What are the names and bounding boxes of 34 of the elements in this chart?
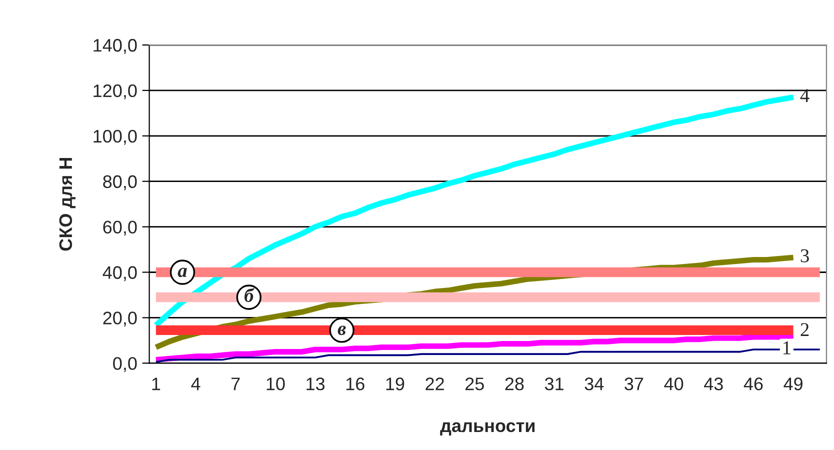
x-tick-label: 22 <box>426 378 444 390</box>
x-tick-label: 49 <box>784 378 802 390</box>
y-tick-label: 140,0 <box>94 38 137 54</box>
x-axis-title: дальности <box>440 422 535 436</box>
x-tick-label: 1 <box>152 378 160 390</box>
x-tick-label: 46 <box>744 378 763 390</box>
series-label: 3 <box>800 249 809 262</box>
x-tick-label: 37 <box>624 378 644 390</box>
series-label: 1 <box>784 341 790 354</box>
x-tick-label: 25 <box>465 378 484 390</box>
series-label: 2 <box>800 323 809 336</box>
x-tick-label: 40 <box>664 378 684 390</box>
x-tick-label: 4 <box>191 378 200 390</box>
x-tick-label: 28 <box>505 378 524 390</box>
x-tick-label: 13 <box>306 378 325 390</box>
y-tick-label: 100,0 <box>94 130 137 145</box>
y-tick-label: 0,0 <box>113 357 137 372</box>
series-label: а <box>178 268 187 278</box>
x-tick-label: 43 <box>704 378 723 390</box>
series-label: б <box>244 288 254 302</box>
y-tick-label: 40,0 <box>102 266 137 282</box>
series-label: в <box>338 326 346 336</box>
y-tick-label: 20,0 <box>103 312 137 327</box>
x-tick-label: 34 <box>584 378 604 390</box>
x-tick-label: 16 <box>346 378 364 390</box>
y-axis-title: СКО для Н <box>59 158 76 251</box>
x-tick-label: 31 <box>544 378 564 390</box>
series-label: 4 <box>800 89 810 102</box>
y-tick-label: 80,0 <box>103 175 137 190</box>
y-tick-label: 120,0 <box>94 84 137 100</box>
x-tick-label: 10 <box>266 378 285 390</box>
y-tick-label: 60,0 <box>103 220 137 236</box>
x-tick-label: 7 <box>232 378 240 390</box>
x-tick-label: 19 <box>386 378 404 390</box>
